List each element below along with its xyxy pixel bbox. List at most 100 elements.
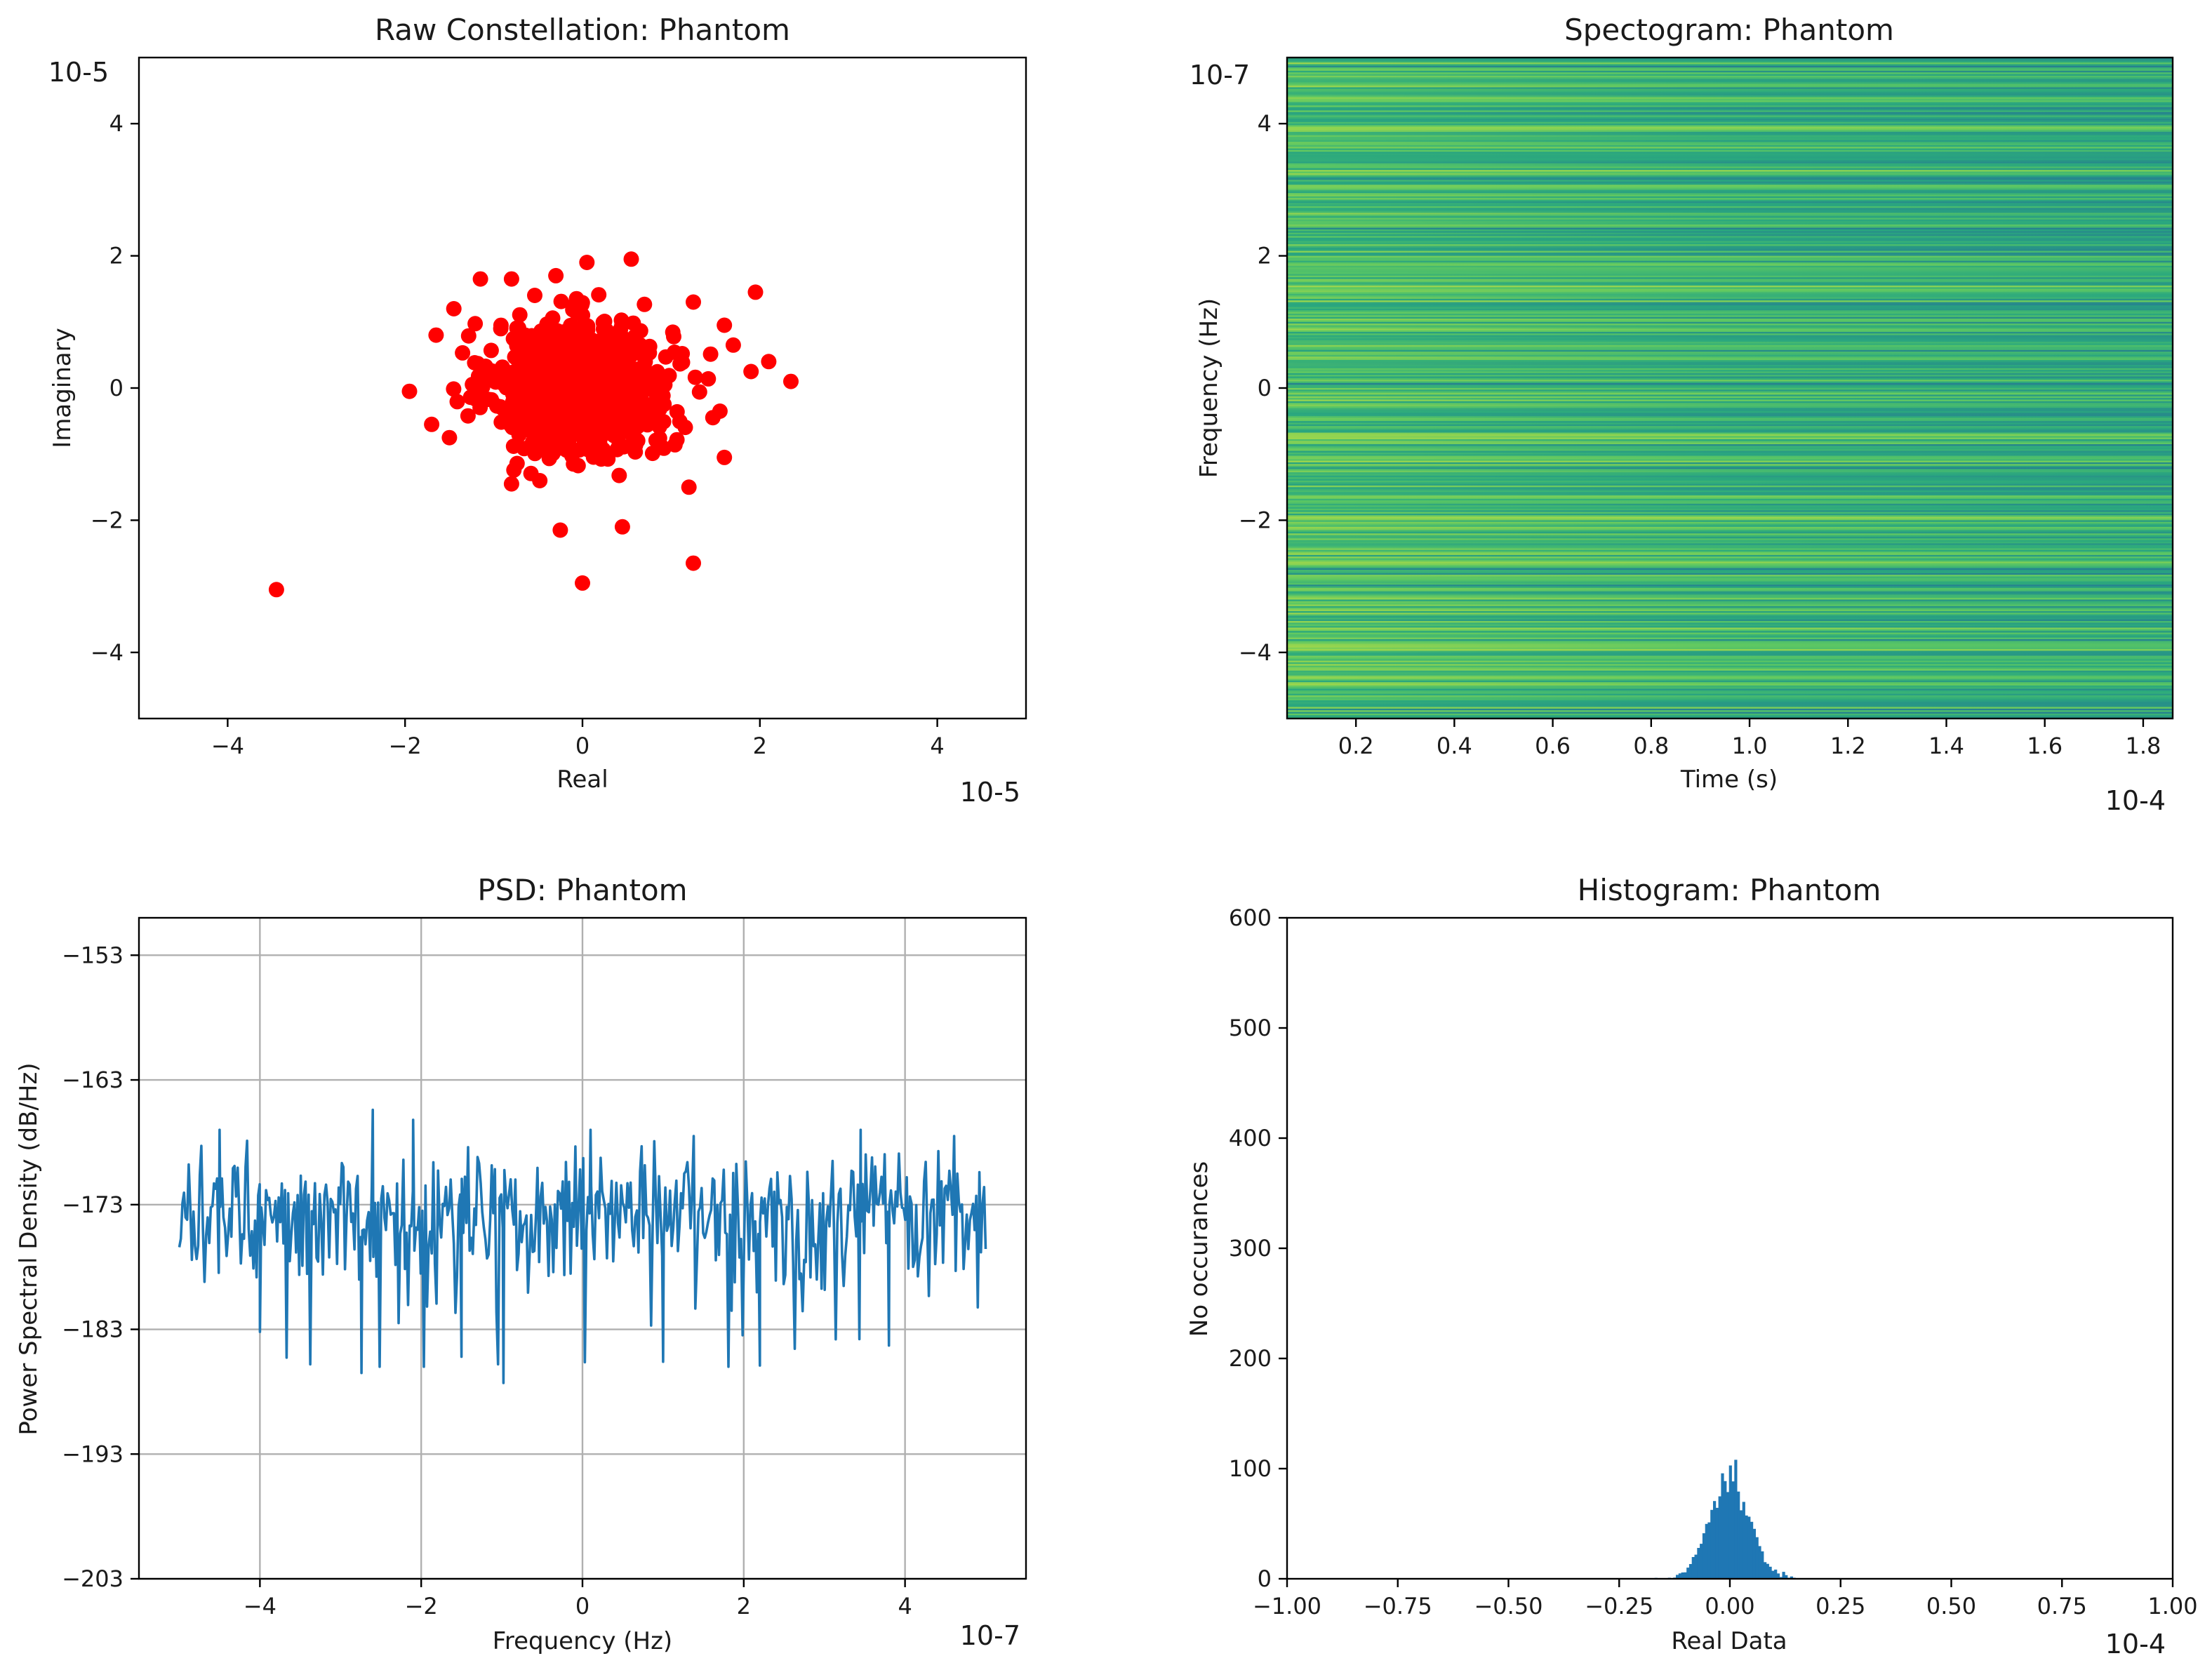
spectrogram-band — [1287, 176, 2173, 179]
spectrogram-band — [1287, 559, 2173, 562]
spectrogram-band — [1287, 525, 2173, 528]
histogram-bar — [1684, 1572, 1687, 1579]
spectrogram-band — [1287, 297, 2173, 300]
spectrogram-band — [1287, 168, 2173, 171]
psd-ytick-label: −203 — [62, 1565, 124, 1592]
constellation-point — [725, 337, 741, 353]
constellation-point — [629, 378, 646, 394]
spectrogram-band — [1287, 488, 2173, 491]
histogram-title: Histogram: Phantom — [1578, 873, 1881, 907]
spectrogram-band — [1287, 152, 2173, 154]
constellation-point — [651, 430, 667, 446]
psd-ytick-label: −193 — [62, 1441, 124, 1467]
spectrogram-band — [1287, 614, 2173, 617]
spectrogram-band — [1287, 125, 2173, 128]
spectrogram-band — [1287, 252, 2173, 255]
spectrogram-band — [1287, 95, 2173, 98]
spectrogram-band — [1287, 442, 2173, 445]
spectrogram-band — [1287, 454, 2173, 457]
spectrogram-band — [1287, 264, 2173, 267]
constellation-panel: Raw Constellation: Phantom −4 −2 0 2 4 −4 −2 0 2… — [48, 13, 1027, 808]
histogram-xtick-label: 0.50 — [1926, 1593, 1976, 1619]
spectrogram-band — [1287, 462, 2173, 465]
psd-ticks: −4 −2 0 2 4 −203 −193 −183 −173 −163 −153 — [62, 942, 912, 1619]
histogram-xtick-label: −1.00 — [1253, 1593, 1321, 1619]
spectrogram-band — [1287, 142, 2173, 145]
spectrogram-band — [1287, 705, 2173, 708]
spectrogram-band — [1287, 352, 2173, 354]
spectrogram-band — [1287, 460, 2173, 463]
spectrogram-band — [1287, 382, 2173, 385]
constellation-point — [743, 363, 759, 380]
spectrogram-band — [1287, 538, 2173, 541]
constellation-point — [637, 354, 653, 370]
spectrogram-band — [1287, 439, 2173, 441]
spectrogram-band — [1287, 93, 2173, 96]
spectrogram-band — [1287, 370, 2173, 373]
spectrogram-band — [1287, 371, 2173, 374]
spectrogram-band — [1287, 554, 2173, 557]
constellation-point — [783, 373, 799, 389]
spectrogram-band — [1287, 185, 2173, 187]
histogram-bar — [1681, 1572, 1684, 1579]
histogram-ytick-label: 600 — [1229, 904, 1272, 931]
spectrogram-ytick-label: −2 — [1239, 507, 1272, 533]
spectrogram-band — [1287, 219, 2173, 222]
spectrogram-band — [1287, 710, 2173, 713]
spectrogram-band — [1287, 211, 2173, 213]
spectrogram-band — [1287, 214, 2173, 217]
spectrogram-band — [1287, 475, 2173, 478]
constellation-point — [644, 446, 660, 462]
spectrogram-band — [1287, 507, 2173, 509]
histogram-bar — [1694, 1554, 1698, 1579]
spectrogram-band — [1287, 97, 2173, 100]
spectrogram-band — [1287, 86, 2173, 88]
spectrogram-band — [1287, 98, 2173, 101]
spectrogram-band — [1287, 208, 2173, 211]
psd-xtick-label: 4 — [898, 1593, 912, 1619]
spectrogram-band — [1287, 675, 2173, 678]
spectrogram-band — [1287, 333, 2173, 336]
constellation-point — [597, 314, 613, 329]
spectrogram-band — [1287, 573, 2173, 575]
spectrogram-xtick-label: 0.4 — [1437, 733, 1472, 759]
constellation-point — [424, 416, 440, 432]
spectrogram-band — [1287, 356, 2173, 359]
spectrogram-band — [1287, 571, 2173, 574]
spectrogram-band — [1287, 170, 2173, 173]
spectrogram-band — [1287, 389, 2173, 392]
spectrogram-band — [1287, 582, 2173, 585]
spectrogram-band — [1287, 587, 2173, 590]
constellation-point — [627, 329, 643, 345]
spectrogram-band — [1287, 700, 2173, 703]
spectrogram-band — [1287, 138, 2173, 141]
psd-ytick-label: −173 — [62, 1191, 124, 1218]
spectrogram-band — [1287, 65, 2173, 68]
spectrogram-band — [1287, 321, 2173, 324]
spectrogram-band — [1287, 237, 2173, 240]
constellation-point — [666, 328, 681, 345]
constellation-point — [512, 307, 528, 323]
constellation-point — [545, 310, 561, 326]
spectrogram-band — [1287, 381, 2173, 384]
constellation-point — [691, 384, 707, 400]
spectrogram-band — [1287, 310, 2173, 313]
constellation-xtick-label: 0 — [575, 733, 589, 759]
spectrogram-band — [1287, 459, 2173, 462]
spectrogram-band — [1287, 413, 2173, 415]
constellation-point — [449, 394, 465, 410]
spectrogram-band — [1287, 363, 2173, 366]
spectrogram-band — [1287, 366, 2173, 369]
histogram-axes-frame — [1286, 916, 2174, 1580]
spectrogram-band — [1287, 536, 2173, 539]
spectrogram-band — [1287, 465, 2173, 468]
spectrogram-band — [1287, 688, 2173, 691]
spectrogram-band — [1287, 677, 2173, 680]
spectrogram-band — [1287, 483, 2173, 486]
spectrogram-band — [1287, 436, 2173, 439]
constellation-point — [686, 294, 701, 310]
spectrogram-band — [1287, 67, 2173, 70]
spectrogram-band — [1287, 414, 2173, 417]
constellation-point — [446, 381, 462, 397]
spectrogram-band — [1287, 519, 2173, 521]
